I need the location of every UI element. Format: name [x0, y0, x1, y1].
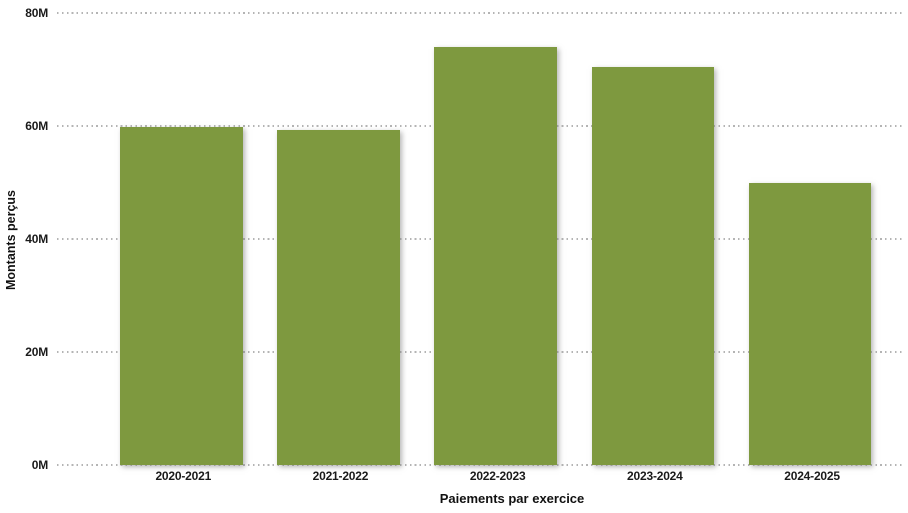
x-tick-label: 2021-2022: [312, 469, 369, 483]
y-tick-label: 40M: [25, 232, 48, 246]
y-tick-label: 80M: [25, 6, 48, 20]
bar-2024-2025[interactable]: [748, 183, 872, 465]
bar-2020-2021[interactable]: [120, 126, 243, 465]
x-axis-title: Paiements par exercice: [439, 491, 585, 506]
gridline-0M: [57, 464, 903, 466]
x-tick-label: 2024-2025: [784, 469, 840, 483]
gridline-80M: [57, 12, 903, 14]
x-tick-label: 2020-2021: [155, 469, 212, 483]
y-tick-label: 60M: [25, 119, 48, 133]
x-tick-label: 2023-2024: [627, 469, 683, 483]
bar-2022-2023[interactable]: [434, 46, 557, 465]
y-tick-label: 20M: [25, 345, 48, 359]
bar-2023-2024[interactable]: [591, 66, 715, 465]
bar-2021-2022[interactable]: [277, 129, 400, 465]
y-tick-label: 0M: [31, 458, 48, 472]
x-tick-label: 2022-2023: [469, 469, 526, 483]
